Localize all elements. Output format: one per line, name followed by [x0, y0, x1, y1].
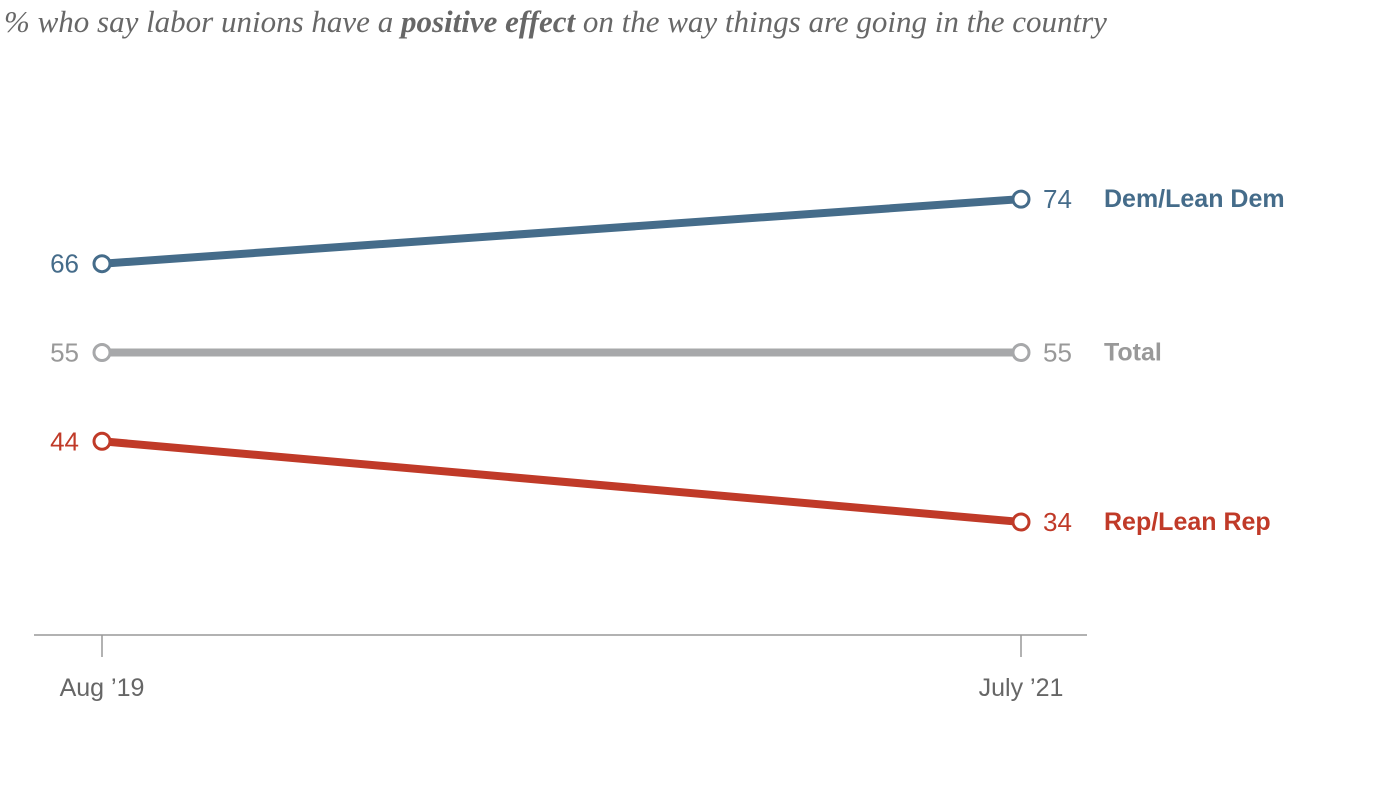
x-tick-label: July ’21: [979, 674, 1064, 702]
subtitle-prefix: % who say labor unions have a: [4, 4, 401, 39]
data-label-rep-lean-rep: 34: [1043, 507, 1072, 537]
series-label-dem-lean-dem: Dem/Lean Dem: [1104, 185, 1285, 213]
data-label-rep-lean-rep: 44: [50, 426, 79, 456]
chart-subtitle: % who say labor unions have a positive e…: [4, 2, 1396, 42]
data-point-dem-lean-dem: [1011, 189, 1031, 209]
data-label-total: 55: [1043, 338, 1072, 368]
subtitle-suffix: on the way things are going in the count…: [575, 4, 1107, 39]
series-line-dem-lean-dem: [98, 195, 1025, 268]
data-point-rep-lean-rep: [92, 431, 112, 451]
data-point-total: [1011, 343, 1031, 362]
data-label-dem-lean-dem: 66: [50, 249, 79, 279]
series-line-rep-lean-rep: [98, 437, 1025, 526]
data-point-total: [92, 343, 112, 362]
series-label-total: Total: [1104, 339, 1162, 367]
data-point-rep-lean-rep: [1011, 512, 1031, 532]
data-label-dem-lean-dem: 74: [1043, 184, 1072, 214]
data-label-total: 55: [50, 338, 79, 368]
data-point-dem-lean-dem: [92, 254, 112, 274]
series-label-rep-lean-rep: Rep/Lean Rep: [1104, 508, 1271, 536]
x-tick-label: Aug ’19: [60, 674, 145, 702]
subtitle-emphasis: positive effect: [400, 4, 576, 39]
